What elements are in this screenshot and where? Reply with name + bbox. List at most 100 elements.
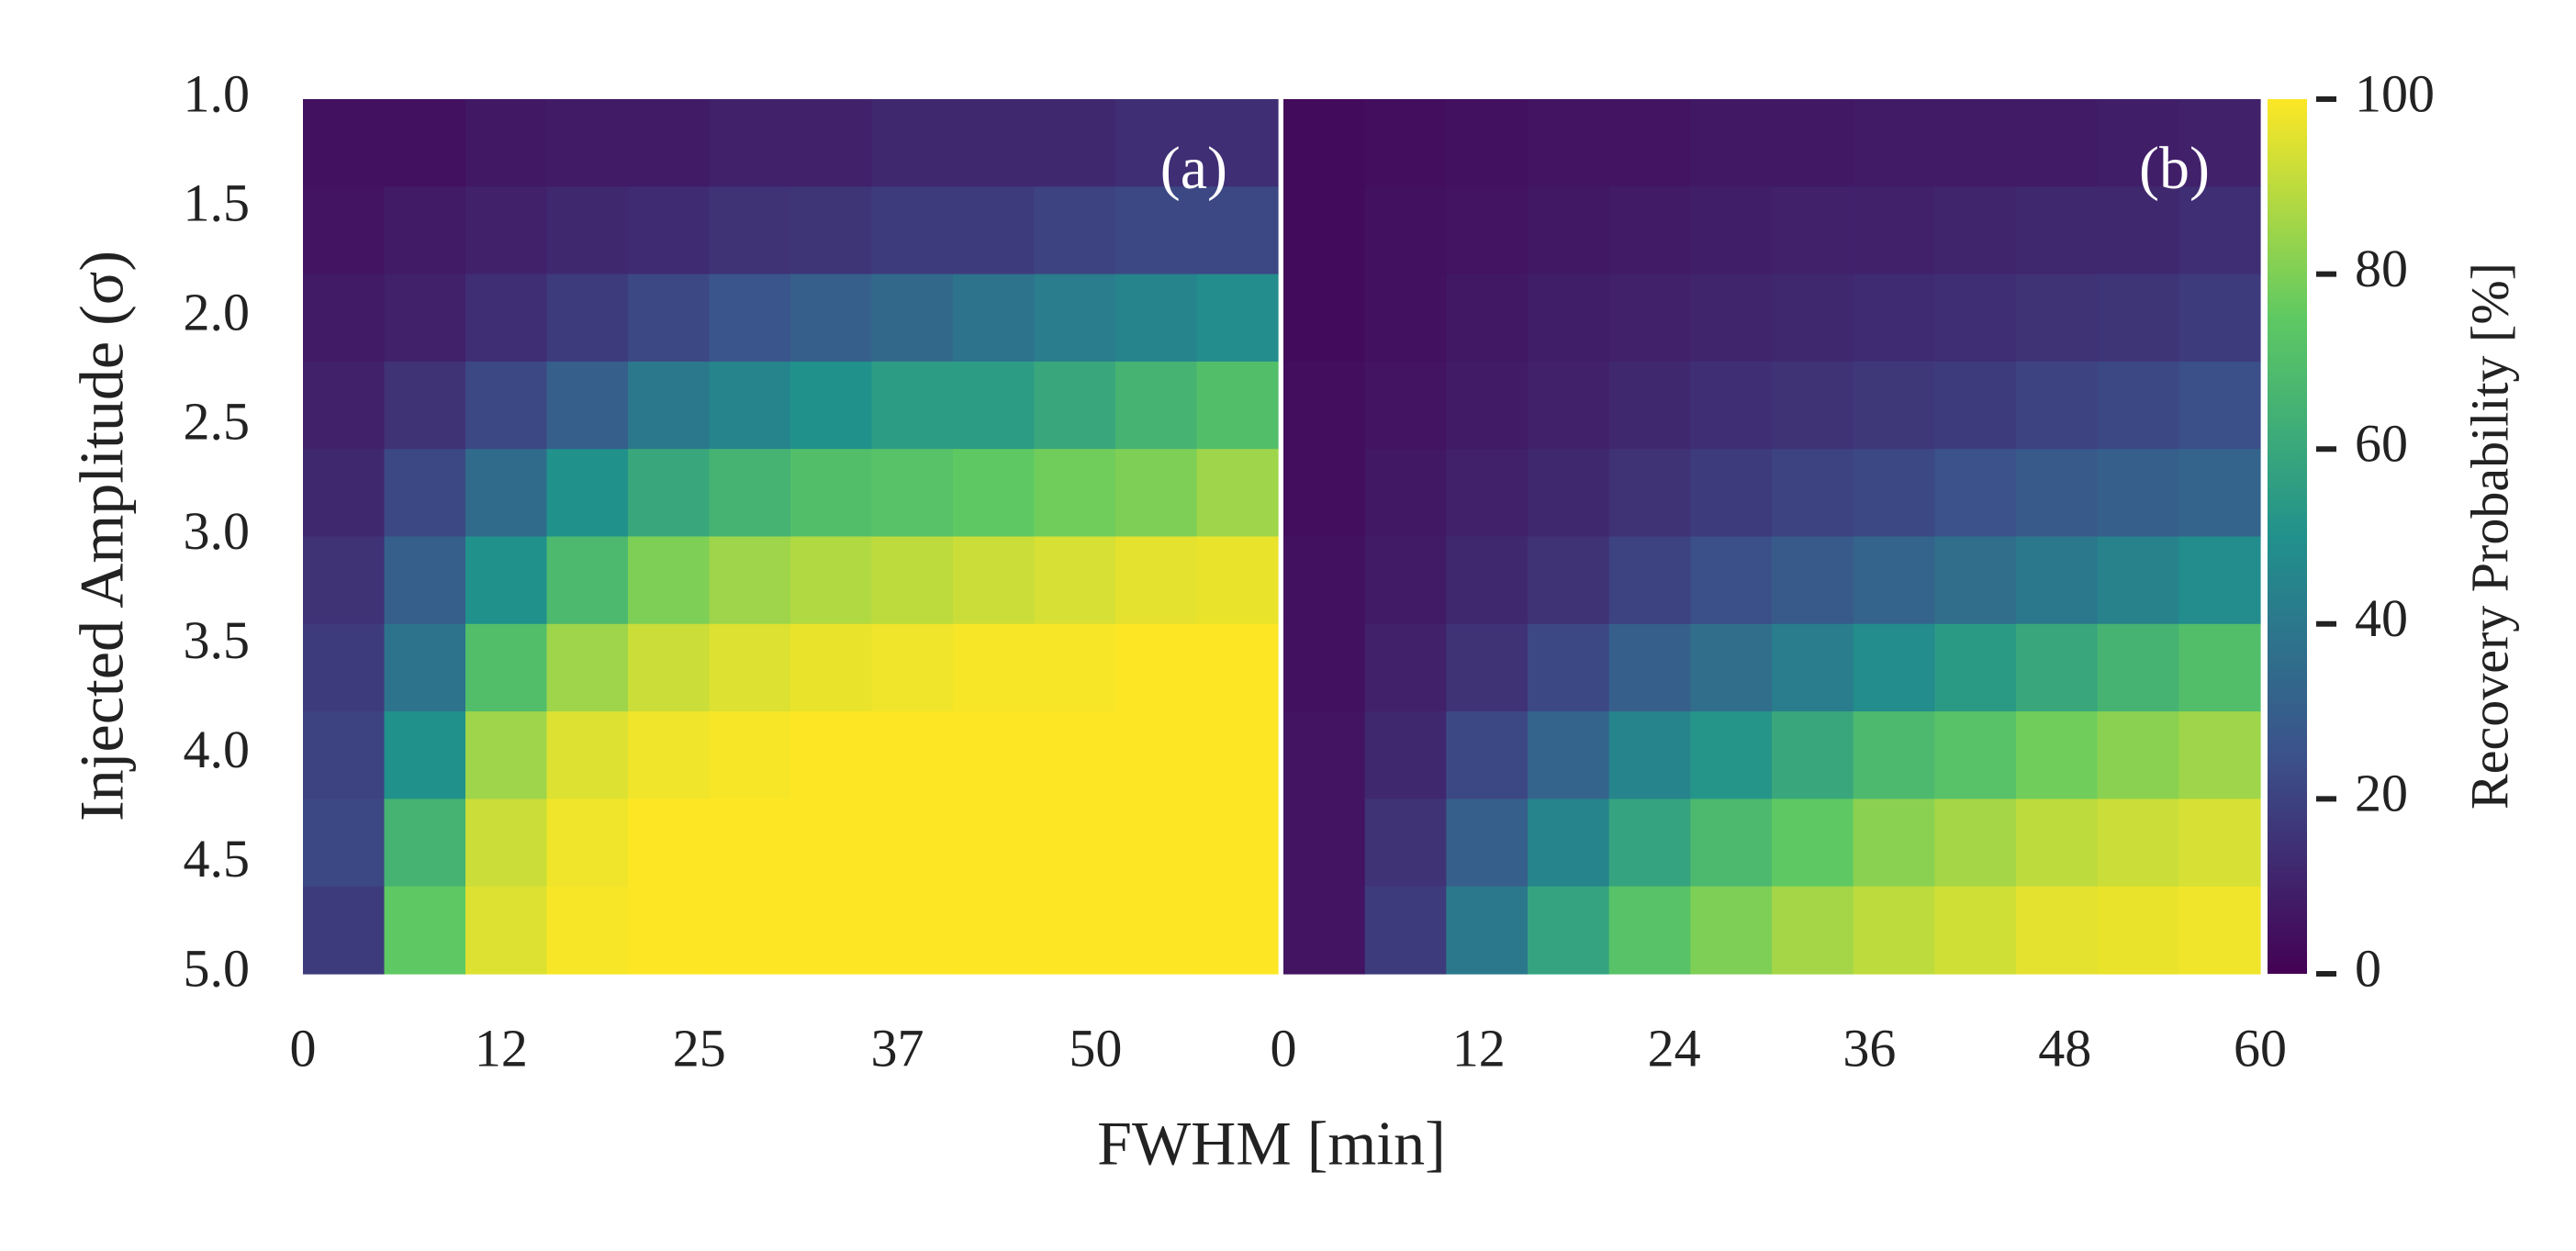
heatmap-cell — [1934, 623, 2017, 712]
y-tick-label: 2.5 — [184, 392, 251, 452]
y-tick-label: 1.5 — [184, 173, 251, 232]
heatmap-cell — [1196, 711, 1279, 799]
heatmap-cell — [953, 99, 1036, 187]
heatmap-cell — [1446, 711, 1529, 799]
heatmap-cell — [1364, 99, 1447, 187]
panel-label: (a) — [1160, 135, 1227, 202]
heatmap-cell — [1446, 536, 1529, 625]
heatmap-cell — [546, 361, 629, 450]
heatmap-cell — [1608, 536, 1691, 625]
heatmap-cell — [871, 361, 954, 450]
heatmap-cell — [303, 361, 386, 450]
x-tick-label: 50 — [1069, 1018, 1122, 1078]
heatmap-cell — [1283, 186, 1366, 275]
heatmap-cell — [1364, 536, 1447, 625]
heatmap-cell — [1608, 361, 1691, 450]
y-tick-label: 4.0 — [184, 720, 251, 779]
heatmap-cell — [1283, 536, 1366, 625]
heatmap-cell — [1115, 99, 1198, 187]
heatmap-cell — [1934, 99, 2017, 187]
heatmap-cell — [953, 186, 1036, 275]
x-tick-label: 60 — [2234, 1018, 2287, 1078]
heatmap-cell — [2178, 799, 2261, 888]
x-tick-label: 0 — [1271, 1018, 1297, 1078]
heatmap-cell — [1446, 99, 1529, 187]
heatmap-cell — [709, 361, 791, 450]
heatmap-cell — [303, 274, 386, 363]
heatmap-cell — [303, 186, 386, 275]
heatmap-cell — [628, 99, 711, 187]
heatmap-cell — [1446, 186, 1529, 275]
heatmap-cell — [953, 623, 1036, 712]
heatmap-cell — [465, 186, 548, 275]
heatmap-cell — [1772, 449, 1854, 538]
heatmap-cell — [1196, 799, 1279, 888]
heatmap-cell — [628, 361, 711, 450]
heatmap-cell — [465, 799, 548, 888]
heatmap-cell — [953, 536, 1036, 625]
heatmap-cell — [384, 711, 466, 799]
heatmap-cell — [1196, 186, 1279, 275]
heatmap-cell — [546, 186, 629, 275]
heatmap-cell — [790, 799, 873, 888]
heatmap-cell — [1364, 799, 1447, 888]
panel-label: (b) — [2139, 135, 2210, 202]
heatmap-cell — [1115, 886, 1198, 975]
heatmap-cell — [1690, 536, 1773, 625]
heatmap-cell — [1608, 186, 1691, 275]
heatmap-cell — [1690, 274, 1773, 363]
heatmap-cell — [871, 886, 954, 975]
heatmap-cell — [1034, 886, 1116, 975]
heatmap-cell — [1364, 449, 1447, 538]
heatmap-cell — [1608, 623, 1691, 712]
heatmap-cell — [871, 186, 954, 275]
heatmap-cell — [953, 886, 1036, 975]
heatmap-cell — [546, 449, 629, 538]
heatmap-cell — [1853, 361, 1935, 450]
heatmap-cell — [1853, 186, 1935, 275]
heatmap-cell — [1446, 449, 1529, 538]
heatmap-cell — [628, 536, 711, 625]
heatmap-cell — [384, 361, 466, 450]
heatmap-cell — [1853, 536, 1935, 625]
colorbar-label: Recovery Probability [%] — [2459, 262, 2519, 810]
heatmap-cell — [303, 449, 386, 538]
colorbar-tick-label: 20 — [2355, 764, 2408, 823]
heatmap-cell — [465, 274, 548, 363]
heatmap-cell — [384, 99, 466, 187]
heatmap-cell — [546, 886, 629, 975]
heatmap-cell — [2178, 886, 2261, 975]
heatmap-cell — [1446, 274, 1529, 363]
heatmap-cell — [1034, 623, 1116, 712]
heatmap-cell — [1934, 536, 2017, 625]
heatmap-cell — [1608, 886, 1691, 975]
heatmap-cell — [1772, 799, 1854, 888]
heatmap-cell — [2178, 274, 2261, 363]
heatmap-cell — [1772, 99, 1854, 187]
heatmap-cell — [1283, 799, 1366, 888]
heatmap-cell — [1196, 449, 1279, 538]
heatmap-cell — [709, 449, 791, 538]
heatmap-cell — [1115, 186, 1198, 275]
colorbar-tick-label: 100 — [2355, 63, 2435, 123]
heatmap-cell — [1196, 99, 1279, 187]
heatmap-cell — [2097, 274, 2179, 363]
heatmap-cell — [2178, 449, 2261, 538]
heatmap-cell — [790, 536, 873, 625]
heatmap-cell — [1690, 623, 1773, 712]
heatmap-cell — [546, 799, 629, 888]
heatmap-cell — [2016, 711, 2099, 799]
heatmap-cell — [1772, 536, 1854, 625]
heatmap-cell — [1115, 536, 1198, 625]
heatmap-cell — [790, 274, 873, 363]
heatmap-cell — [2016, 449, 2099, 538]
heatmap-cell — [709, 623, 791, 712]
heatmap-cell — [2178, 361, 2261, 450]
heatmap-cell — [628, 623, 711, 712]
heatmap-cell — [1196, 886, 1279, 975]
heatmap-cell — [1934, 361, 2017, 450]
heatmap-cell — [1772, 186, 1854, 275]
heatmap-cell — [1690, 361, 1773, 450]
heatmap-cell — [1196, 361, 1279, 450]
